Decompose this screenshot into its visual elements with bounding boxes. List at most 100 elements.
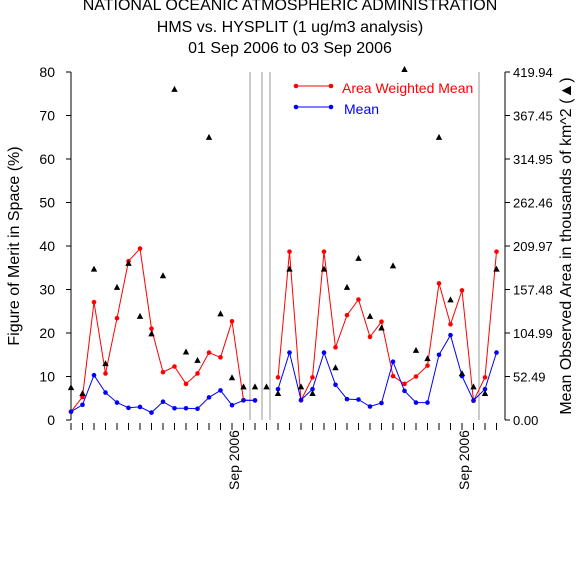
- mean-point: [482, 386, 488, 392]
- area-triangle: [412, 346, 420, 353]
- area-triangle: [251, 383, 259, 390]
- area-triangle: [343, 283, 351, 290]
- y-tick-label-left: 50: [39, 195, 55, 211]
- awm-point: [206, 350, 212, 355]
- mean-point: [206, 395, 212, 400]
- legend-marker-mean: [293, 104, 299, 110]
- awm-point: [367, 334, 373, 340]
- area-triangle: [79, 389, 86, 396]
- y-tick-label-right: 104.99: [513, 326, 553, 341]
- awm-point: [195, 371, 200, 376]
- legend-marker-awm: [328, 83, 334, 89]
- y-tick-label-right: 262.46: [513, 196, 553, 211]
- awm-point: [183, 381, 189, 387]
- mean-point: [356, 397, 361, 402]
- area-triangle: [378, 324, 385, 331]
- y-tick-label-left: 80: [39, 64, 55, 80]
- mean-point: [471, 398, 476, 403]
- y-tick-label-left: 30: [39, 282, 55, 298]
- y-tick-label-right: 157.48: [513, 283, 553, 298]
- mean-point: [149, 410, 154, 415]
- area-triangle: [194, 356, 201, 363]
- awm-point: [103, 371, 108, 376]
- area-triangle: [435, 133, 443, 140]
- axes: 0 10 20 30 40 50 60 70 80 0.00 52.49 104.99 157.48 20…: [39, 64, 552, 490]
- awm-point: [390, 373, 396, 379]
- area-triangle: [240, 383, 247, 390]
- y-axis-label-left: Figure of Merit in Space (%): [6, 146, 23, 345]
- area-triangle: [401, 65, 408, 72]
- y-tick-label-left: 70: [39, 108, 55, 124]
- awm-point: [287, 249, 292, 254]
- mean-point: [367, 404, 373, 409]
- area-triangle: [493, 265, 500, 272]
- mean-point: [218, 388, 223, 393]
- mean-point: [402, 388, 407, 394]
- area-triangle: [148, 330, 155, 337]
- area-triangle: [458, 370, 466, 377]
- awm-point: [137, 246, 143, 251]
- series-line-awm: [70, 247, 497, 413]
- area-triangle: [447, 296, 454, 303]
- area-triangle: [274, 389, 282, 396]
- awm-point: [149, 326, 154, 331]
- area-triangle: [389, 262, 397, 269]
- mean-point: [448, 332, 453, 338]
- awm-point: [425, 363, 430, 368]
- separator-lines: [249, 72, 480, 420]
- mean-point: [160, 399, 166, 405]
- mean-point: [298, 397, 304, 403]
- y-tick-label-right: 0.00: [513, 413, 538, 428]
- mean-point: [275, 386, 281, 392]
- awm-point: [91, 299, 97, 305]
- y-tick-label-left: 20: [39, 325, 55, 341]
- awm-point: [160, 369, 166, 375]
- y-tick-label-left: 40: [39, 238, 55, 254]
- mean-point: [126, 405, 131, 411]
- area-triangle: [297, 383, 305, 390]
- area-triangle: [102, 360, 109, 367]
- y-tick-label-right: 367.45: [513, 109, 553, 124]
- area-triangle: [125, 259, 132, 266]
- y-tick-label-right: 209.97: [513, 239, 553, 254]
- awm-point: [413, 374, 419, 379]
- mean-point: [494, 350, 499, 355]
- mean-point: [413, 400, 419, 405]
- y-tick-label-left: 60: [39, 151, 55, 167]
- area-triangle: [309, 389, 316, 396]
- area-triangle: [286, 265, 293, 272]
- mean-point: [195, 406, 200, 411]
- awm-point: [448, 322, 453, 327]
- awm-point: [321, 249, 327, 254]
- mean-point: [183, 405, 189, 411]
- legend: Area Weighted Mean Mean: [293, 80, 473, 117]
- awm-point: [459, 288, 465, 293]
- mean-point: [379, 400, 384, 406]
- area-triangle: [366, 312, 374, 319]
- legend-label-mean: Mean: [344, 101, 379, 117]
- awm-point: [494, 249, 499, 254]
- area-triangle: [67, 384, 75, 391]
- area-triangle: [113, 283, 121, 290]
- area-triangle: [205, 133, 213, 140]
- chart-title: NATIONAL OCEANIC ATMOSPHERIC ADMINISTRAT…: [82, 0, 498, 14]
- area-triangle: [355, 254, 362, 261]
- awm-point: [402, 381, 407, 387]
- legend-marker-mean: [328, 104, 334, 110]
- awm-point: [482, 375, 488, 380]
- area-triangle: [90, 265, 98, 272]
- awm-point: [218, 355, 223, 360]
- y-tick-label-left: 10: [39, 369, 55, 385]
- awm-point: [229, 318, 235, 324]
- mean-point: [425, 400, 430, 405]
- series-line-mean: [70, 333, 497, 414]
- awm-point: [436, 281, 442, 286]
- area-triangle: [320, 265, 328, 272]
- area-triangle: [159, 272, 167, 279]
- awm-point: [356, 297, 361, 302]
- area-triangle: [228, 374, 236, 381]
- legend-label-awm: Area Weighted Mean: [342, 80, 473, 96]
- area-triangle: [470, 383, 477, 390]
- mean-point: [252, 398, 258, 403]
